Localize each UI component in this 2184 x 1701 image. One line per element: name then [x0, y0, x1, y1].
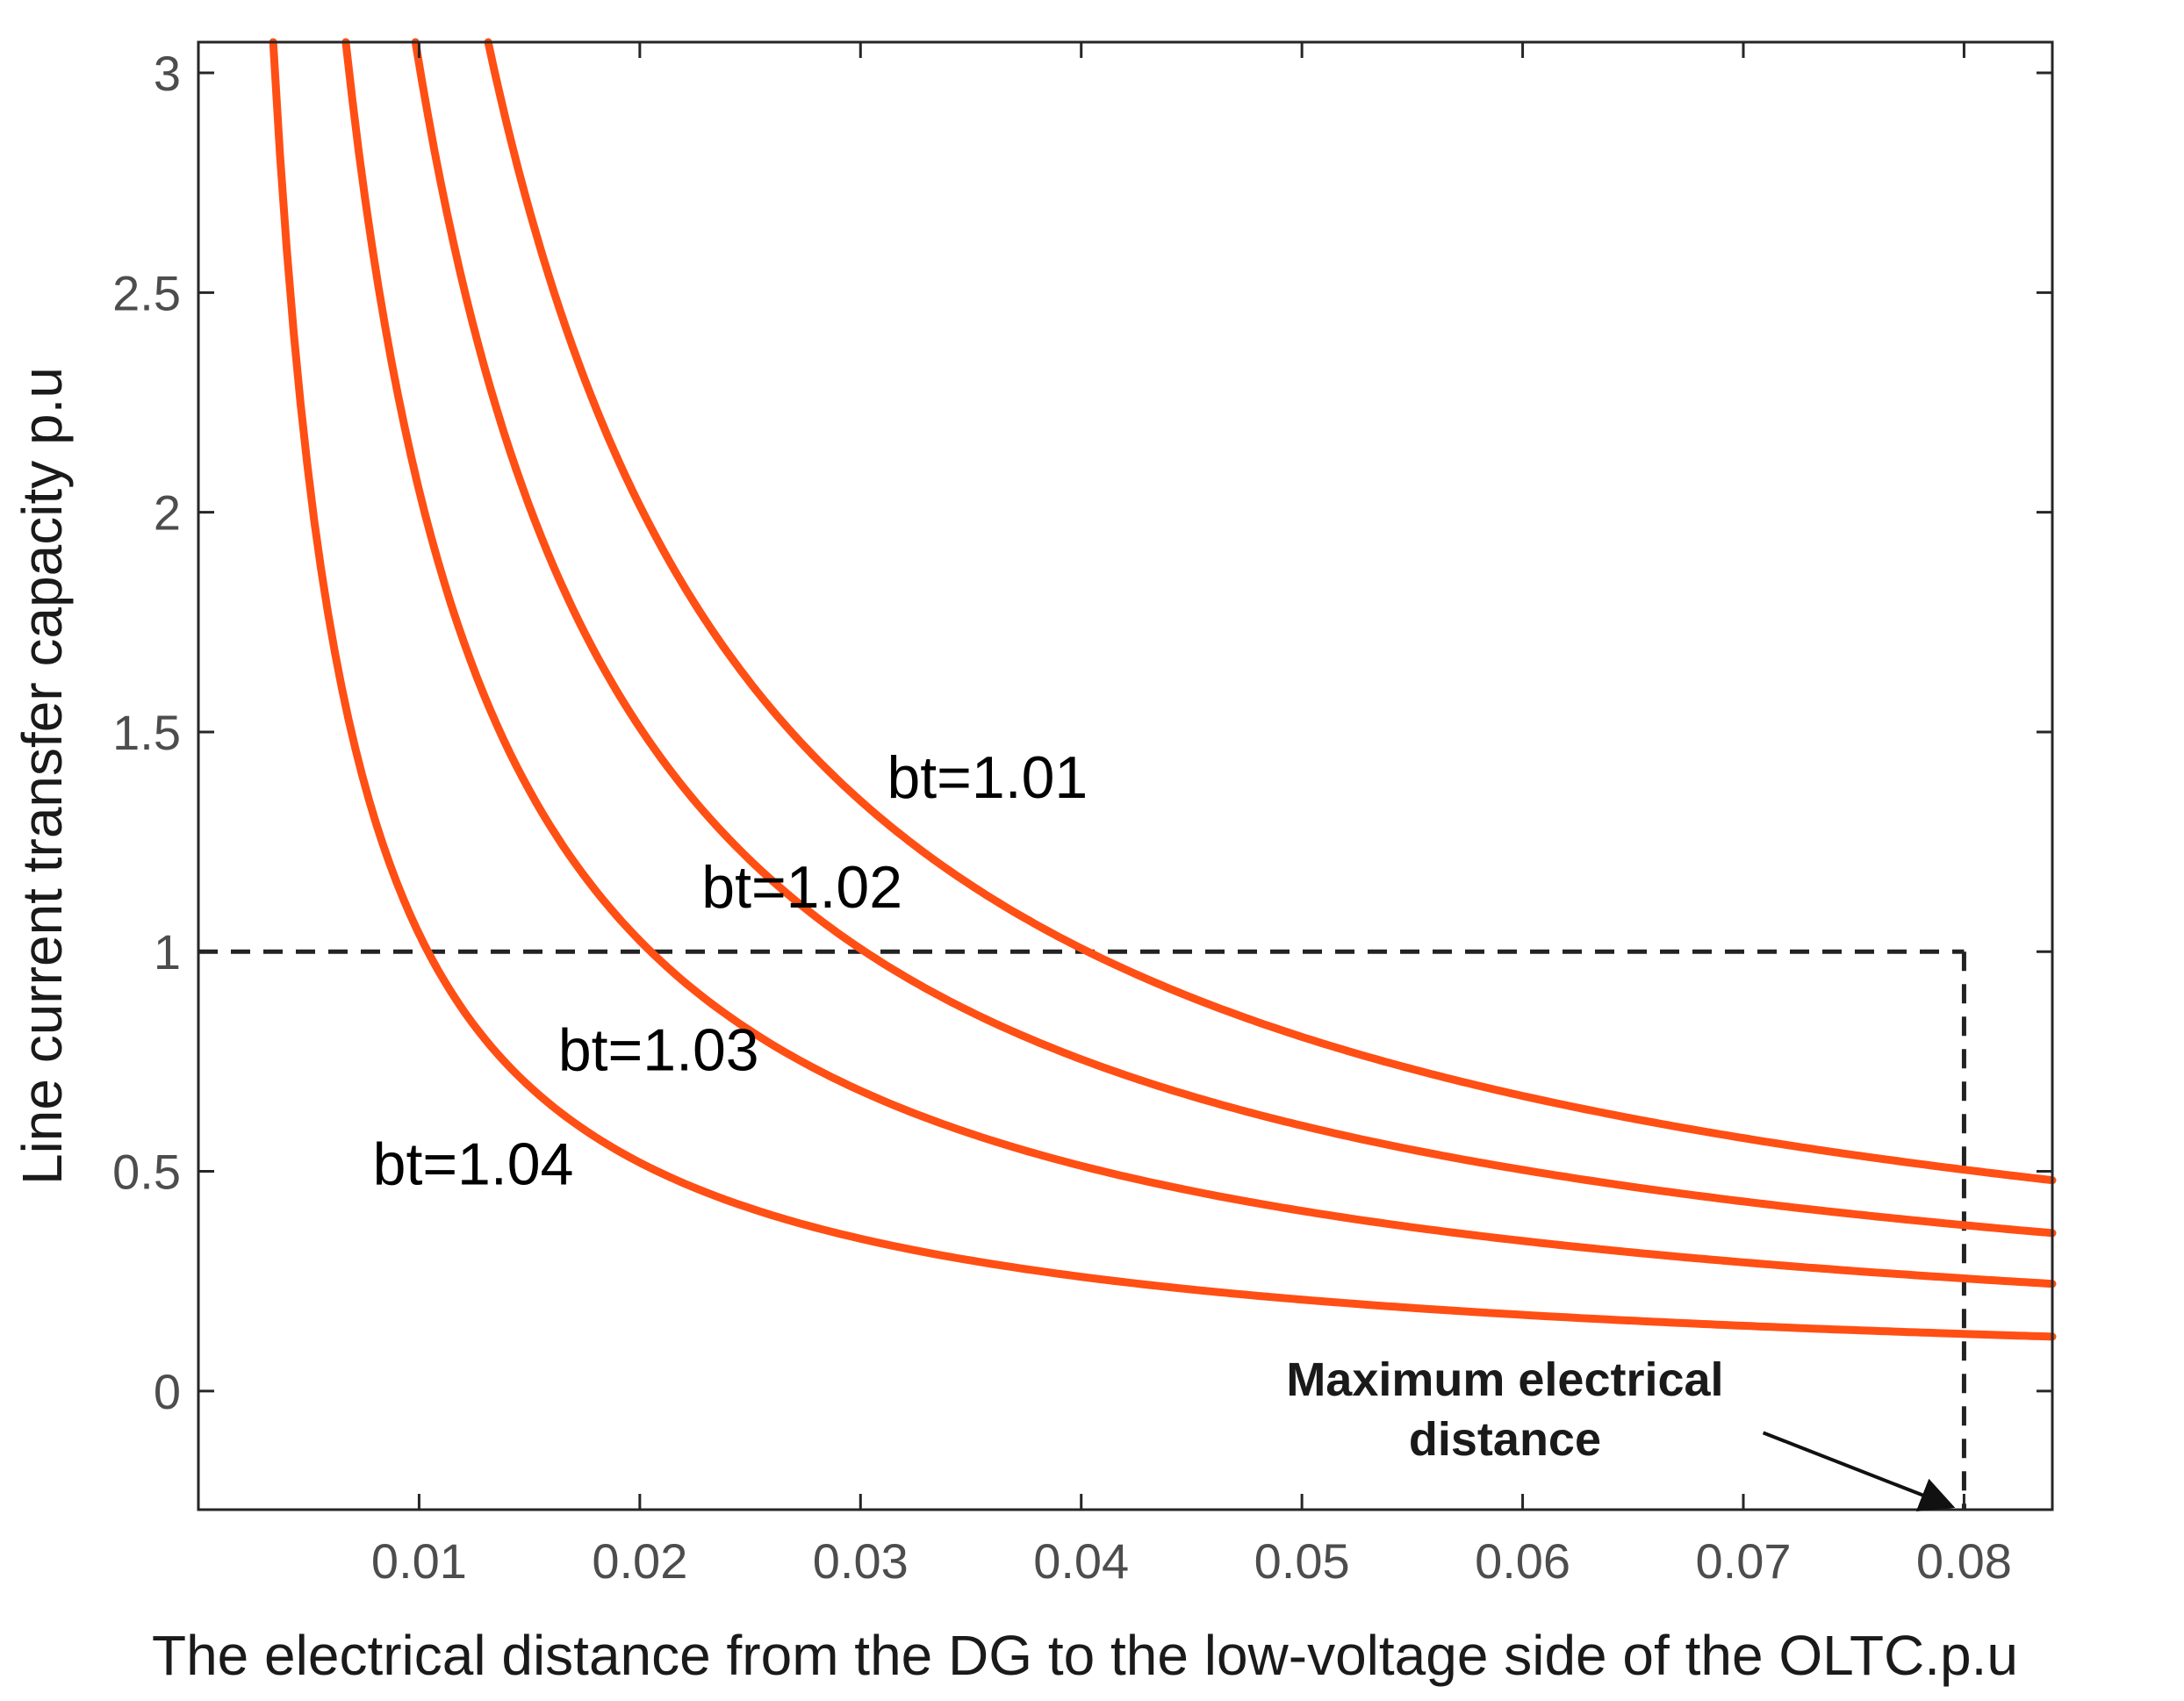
y-tick-label: 2 [154, 485, 181, 541]
annotation-line2: distance [1409, 1413, 1601, 1466]
series-label: bt=1.04 [373, 1131, 574, 1198]
x-axis-title: The electrical distance from the DG to t… [152, 1624, 2018, 1687]
x-tick-label: 0.05 [1254, 1533, 1350, 1589]
x-tick-label: 0.03 [813, 1533, 909, 1589]
series-label: bt=1.01 [887, 744, 1088, 811]
series-line-bt-1-02 [411, 38, 2057, 1238]
series-line-bt-1-04 [269, 38, 2057, 1341]
y-axis-title: Line current transfer capacity p.u [11, 367, 74, 1185]
annotation-arrow [1762, 1431, 1956, 1511]
y-tick-label: 1.5 [112, 705, 181, 760]
x-tick-label: 0.04 [1033, 1533, 1129, 1589]
y-tick-label: 0 [154, 1364, 181, 1419]
series-line-bt-1-01 [484, 38, 2057, 1185]
x-tick-label: 0.01 [371, 1533, 467, 1589]
x-tick-label: 0.06 [1475, 1533, 1570, 1589]
plot-area [198, 42, 2052, 1510]
y-tick-label: 3 [154, 46, 181, 101]
axes-box [197, 40, 2054, 1511]
annotation-line1: Maximum electrical [1286, 1353, 1723, 1406]
series-label: bt=1.03 [558, 1016, 759, 1083]
x-tick-label: 0.08 [1916, 1533, 2012, 1589]
x-tick-label: 0.02 [592, 1533, 687, 1589]
y-tick-label: 0.5 [112, 1145, 181, 1200]
series-line-bt-1-03 [341, 38, 2057, 1288]
series-label: bt=1.02 [701, 854, 902, 921]
y-tick-label: 1 [154, 924, 181, 980]
x-tick-label: 0.07 [1696, 1533, 1792, 1589]
y-tick-label: 2.5 [112, 265, 181, 320]
